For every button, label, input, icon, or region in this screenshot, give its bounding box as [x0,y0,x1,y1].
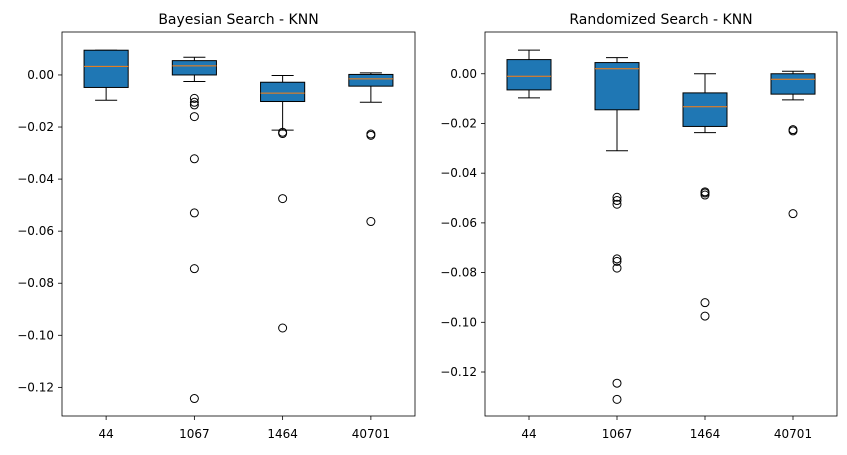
outlier-point [612,199,622,209]
outlier-point [788,126,798,136]
box-1067 [594,57,640,404]
box-40701 [348,72,394,227]
box-body [171,60,217,76]
y-tick-label: −0.12 [17,380,54,394]
box-body [83,49,129,88]
outlier-point [189,100,199,110]
outlier-point [612,256,622,266]
box-body [260,81,306,103]
chart-title: Randomized Search - KNN [569,12,752,28]
outlier-point [278,194,288,204]
outlier-point [612,196,622,206]
outlier-point [788,209,798,219]
axes-frame [61,31,416,417]
y-tick-label: −0.06 [440,216,477,230]
chart-title: Bayesian Search - KNN [158,12,318,28]
y-tick-label: 0.00 [27,68,54,82]
outlier-point [189,97,199,107]
y-tick-label: −0.08 [440,266,477,280]
outlier-point [278,129,288,139]
x-tick-label: 1067 [602,427,633,441]
box-1464 [260,74,306,333]
y-tick-label: 0.00 [450,67,477,81]
x-tick-label: 1067 [179,427,210,441]
outlier-point [366,130,376,140]
outlier-point [189,264,199,274]
x-tick-label: 40701 [352,427,390,441]
box-44 [83,49,129,101]
chart-randomized-search-knn: Randomized Search - KNN 0.00 −0.02 −0.04 −0.… [440,12,838,441]
box-body [682,92,728,127]
x-tick-label: 40701 [774,427,812,441]
outlier-point [189,112,199,122]
outlier-point [612,192,622,202]
box-40701 [770,70,816,219]
outlier-point [189,208,199,218]
x-tick-label: 44 [98,427,113,441]
outlier-point [278,323,288,333]
outlier-point [189,93,199,103]
box-1067 [171,56,217,404]
y-tick-label: −0.08 [17,276,54,290]
box-body [506,59,552,91]
outlier-point [700,190,710,200]
y-tick-label: −0.04 [440,166,477,180]
chart-bayesian-search-knn: Bayesian Search - KNN 0.00 −0.02 −0.04 −0.06… [17,12,416,441]
outlier-point [700,311,710,321]
box-1464 [682,73,728,321]
y-tick-label: −0.12 [440,365,477,379]
y-tick-label: −0.04 [17,172,54,186]
box-44 [506,49,552,99]
box-body [770,73,816,95]
outlier-point [612,263,622,273]
box-body [348,73,394,87]
outlier-point [189,154,199,164]
y-tick-label: −0.10 [440,315,477,329]
y-tick-label: −0.06 [17,224,54,238]
x-tick-label: 1464 [690,427,721,441]
outlier-point [612,378,622,388]
outlier-point [612,394,622,404]
y-tick-label: −0.10 [17,328,54,342]
outlier-point [366,217,376,227]
outlier-point [612,254,622,264]
x-tick-label: 1464 [267,427,298,441]
axes-frame [484,31,838,417]
y-tick-label: −0.02 [440,116,477,130]
outlier-point [189,394,199,404]
box-body [594,62,640,111]
outlier-point [700,298,710,308]
y-tick-label: −0.02 [17,120,54,134]
x-tick-label: 44 [521,427,536,441]
